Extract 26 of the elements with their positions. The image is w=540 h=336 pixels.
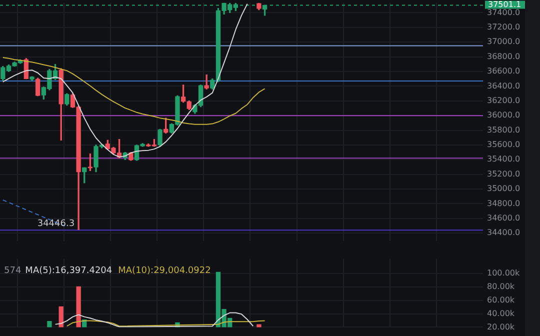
y-tick-label: 34600.0 <box>487 214 520 223</box>
y-tick-label: 60.00k <box>487 295 515 304</box>
annotation: 34446.3 <box>37 219 75 230</box>
y-tick-label: 37000.0 <box>487 37 520 46</box>
text: MA(5):16,397.4204 <box>25 266 112 276</box>
y-tick-label: 36800.0 <box>487 52 520 61</box>
y-tick-label: 34800.0 <box>487 198 520 208</box>
y-tick-label: 37200.0 <box>487 22 520 32</box>
y-tick-label: 20.00k <box>487 322 515 332</box>
ref-line-label: 37501.1 <box>488 0 522 9</box>
y-tick-label: 35600.0 <box>487 140 520 150</box>
text: MA(10):29,004.0922 <box>118 266 211 276</box>
y-tick-label: 40.00k <box>487 308 515 318</box>
y-tick-label: 100.00k <box>487 268 520 278</box>
y-tick-label: 34400.0 <box>487 228 520 238</box>
y-tick-label: 37400.0 <box>487 8 520 17</box>
y-tick-label: 35200.0 <box>487 169 520 178</box>
annotation: 574 <box>4 266 22 276</box>
y-tick-label: 36200.0 <box>487 96 520 105</box>
y-tick-label: 36400.0 <box>487 81 520 90</box>
y-tick-label: 35800.0 <box>487 125 520 134</box>
y-tick-label: 36000.0 <box>487 110 520 120</box>
y-tick-label: 35400.0 <box>487 154 520 164</box>
y-tick-label: 80.00k <box>487 282 515 292</box>
y-tick-label: 36600.0 <box>487 66 520 76</box>
y-tick-label: 35000.0 <box>487 184 520 194</box>
